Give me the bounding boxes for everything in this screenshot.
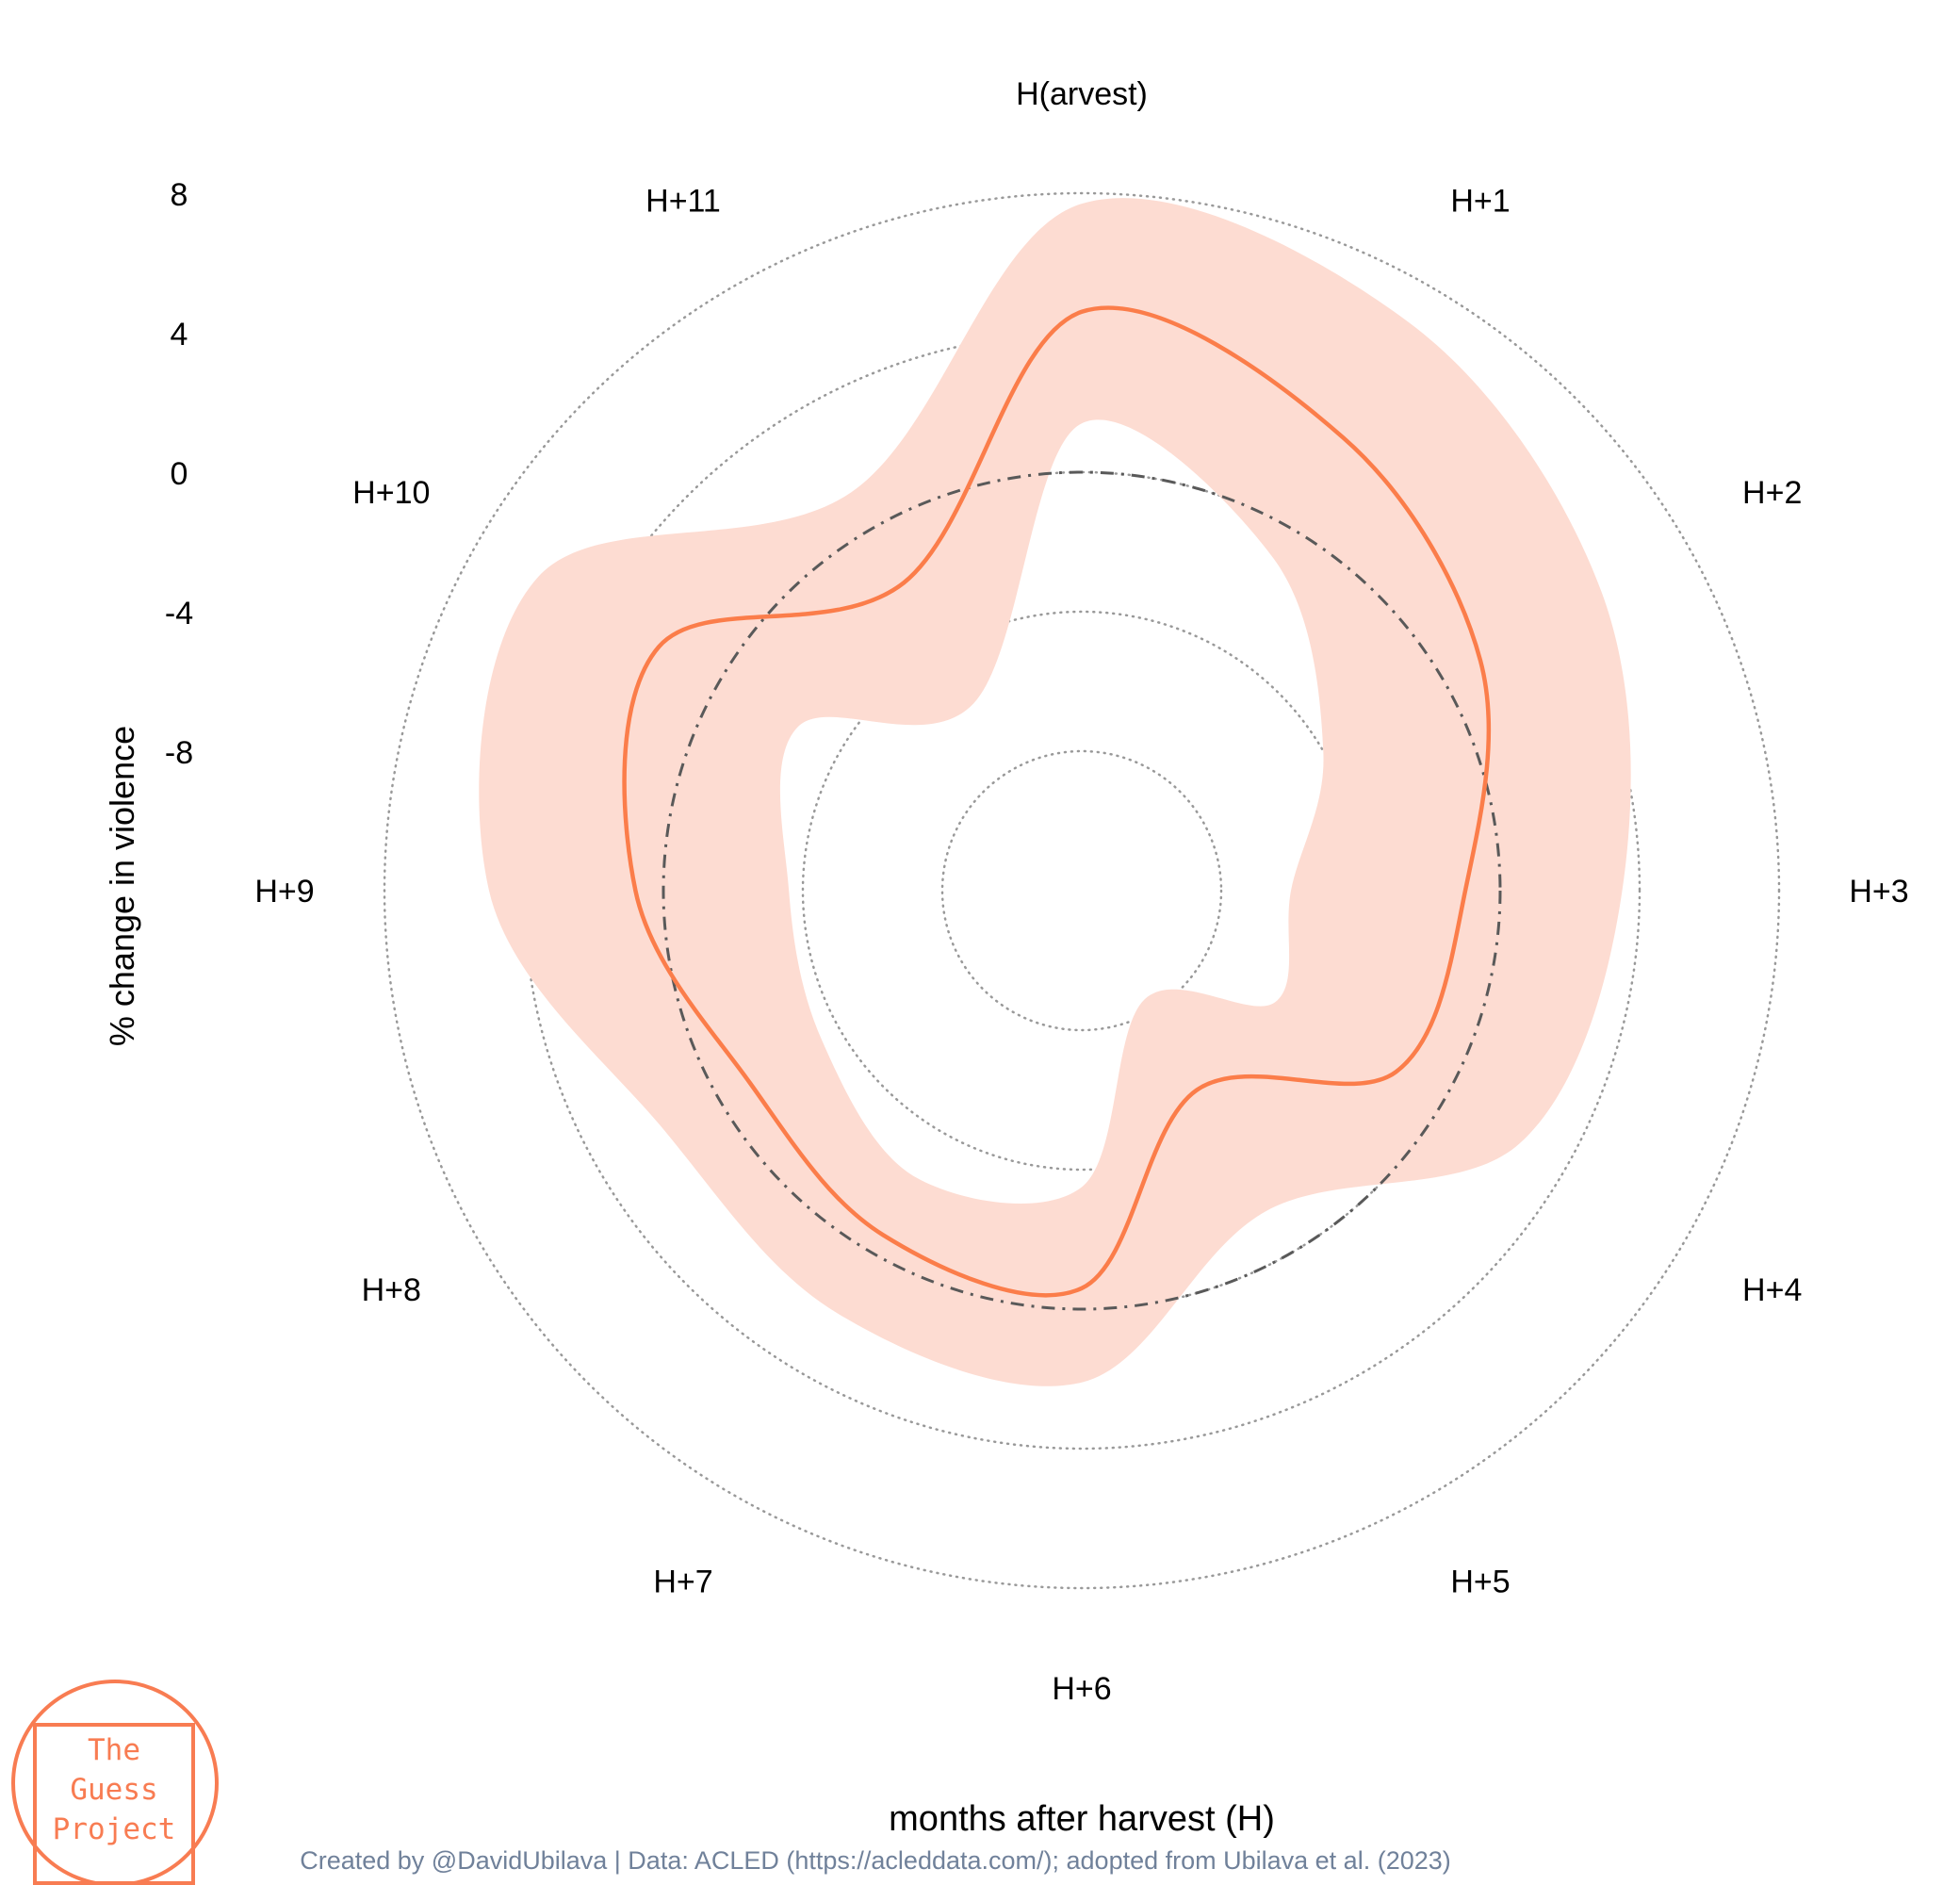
radial-tick-label: -8 <box>165 735 193 771</box>
the-guess-project-logo: The Guess Project <box>11 1680 219 1885</box>
logo-line-3: Project <box>53 1812 176 1846</box>
radial-tick-label: 4 <box>171 317 188 352</box>
month-label: H+7 <box>653 1565 712 1600</box>
month-label: H+2 <box>1742 475 1802 511</box>
x-axis-title: months after harvest (H) <box>889 1799 1275 1839</box>
caption: Created by @DavidUbilava | Data: ACLED (… <box>300 1846 1451 1875</box>
logo-line-2: Guess <box>70 1773 157 1807</box>
radial-tick-labels: 8 4 0 -4 -8 <box>165 177 193 771</box>
month-label: H+1 <box>1450 183 1510 219</box>
zero-reference-circle <box>662 470 1502 1311</box>
grid-circle <box>522 331 1642 1451</box>
logo-square <box>33 1723 195 1885</box>
month-label: H+10 <box>352 475 430 511</box>
month-label: H+6 <box>1052 1671 1111 1707</box>
grid-circle <box>940 749 1223 1032</box>
logo-circle <box>11 1680 219 1885</box>
grid-circle <box>383 191 1781 1590</box>
series-line <box>622 305 1492 1298</box>
confidence-band <box>479 198 1631 1386</box>
radial-tick-label: 0 <box>171 456 188 492</box>
month-label: H+3 <box>1849 874 1908 910</box>
month-label: H+11 <box>645 183 721 219</box>
month-label: H+4 <box>1742 1272 1802 1308</box>
month-label: H+8 <box>362 1272 421 1308</box>
month-labels: H(arvest) H+1 H+2 H+3 H+4 H+5 H+6 H+7 H+8 H+9 H+10… <box>254 76 1908 1707</box>
month-label: H+5 <box>1450 1565 1510 1600</box>
radial-tick-label: 8 <box>171 177 188 213</box>
radial-tick-label: -4 <box>165 596 193 631</box>
logo-line-1: The <box>88 1733 140 1767</box>
month-label: H(arvest) <box>1016 76 1148 112</box>
y-axis-title: % change in violence <box>103 726 141 1046</box>
month-label: H+9 <box>254 874 314 910</box>
